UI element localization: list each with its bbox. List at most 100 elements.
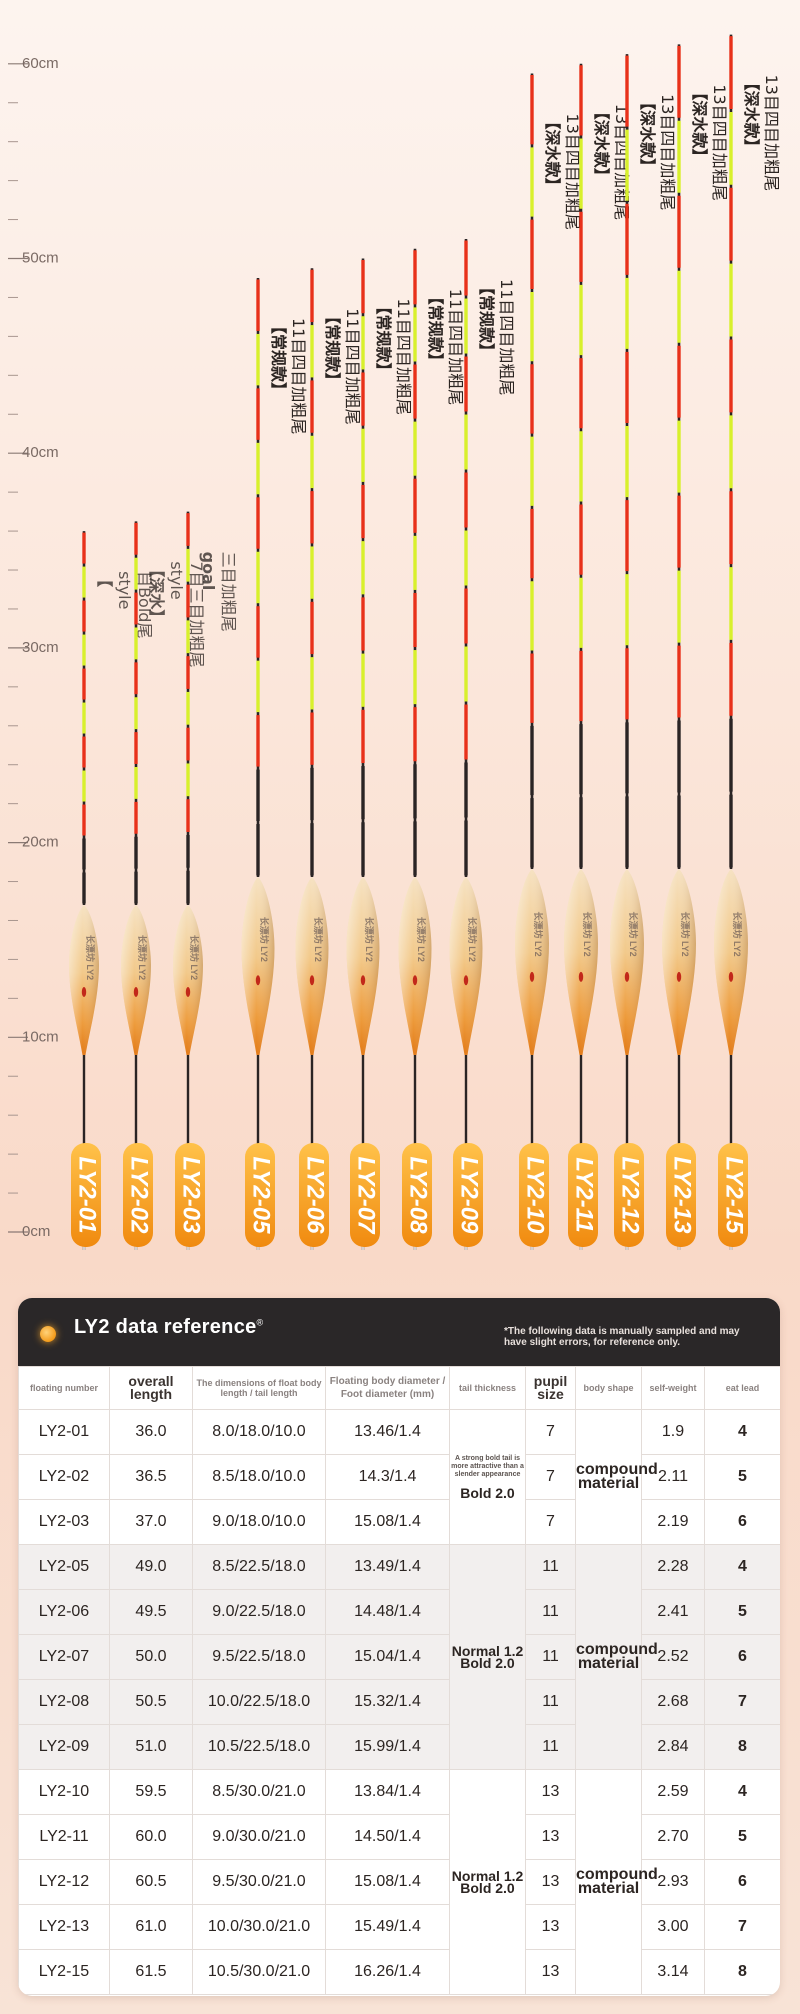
table-row: LY2-05 49.0 8.5/22.5/18.0 13.49/1.4 Normal 1…	[18, 1544, 780, 1770]
model-tag	[453, 1143, 483, 1247]
card-header: LY2 data reference® *The following data …	[18, 1298, 780, 1366]
float-body-brand: 长漂坊 LY2	[628, 912, 639, 957]
float-body-brand: 长漂坊 LY2	[259, 917, 270, 962]
cell-lead: 8	[704, 1724, 780, 1770]
float-caption-line: goal	[199, 552, 218, 591]
float-caption-line: 11目四目加粗尾	[289, 318, 308, 434]
table-header-row: floating number overall length The dimen…	[18, 1366, 780, 1410]
cell-length: 49.0	[109, 1544, 193, 1590]
model-tag	[71, 1143, 101, 1247]
float-body-shine	[121, 905, 151, 1055]
cell-number: LY2-07	[18, 1634, 110, 1680]
cell-lead: 8	[704, 1949, 780, 1995]
float-caption-line: 【深水款】	[742, 75, 761, 155]
cell-body-shape: compound material	[575, 1544, 658, 1770]
float-ly2-10: 长漂坊 LY2 【深水款】 13目四目加粗尾 LY2-10	[515, 73, 582, 1250]
header-floating-number: floating number	[18, 1366, 110, 1410]
height-ruler: 60cm 50cm 40cm 30cm 20cm 10cm 0cm	[8, 55, 59, 1240]
float-ly2-12: 长漂坊 LY2 【深水款】 13目四目加粗尾 LY2-12	[610, 54, 677, 1250]
float-caption-line: 【深水款】	[592, 104, 611, 184]
table-row: LY2-12 60.5 9.5/30.0/21.0 15.08/1.4 13 2.93 6	[18, 1859, 780, 1905]
float-caption-line: 【深水款】	[543, 114, 562, 194]
float-body-mark	[676, 971, 682, 982]
cell-length: 36.5	[109, 1454, 193, 1500]
cell-tail-thickness: Normal 1.2 Bold 2.0	[449, 1544, 526, 1770]
float-body-mark	[624, 971, 630, 982]
cell-diameter: 15.32/1.4	[325, 1679, 450, 1725]
table-row: LY2-13 61.0 10.0/30.0/21.0 15.49/1.4 13 3.00 7	[18, 1904, 780, 1950]
cell-lead: 4	[704, 1769, 780, 1815]
cell-number: LY2-15	[18, 1949, 110, 1995]
cell-number: LY2-10	[18, 1769, 110, 1815]
cell-diameter: 15.08/1.4	[325, 1859, 450, 1905]
cell-dimensions: 9.5/30.0/21.0	[192, 1859, 326, 1905]
float-caption-line: 三目加粗尾	[219, 552, 238, 632]
cell-length: 49.5	[109, 1589, 193, 1635]
cell-pupil: 11	[525, 1544, 576, 1590]
float-caption-line: 13目四目加粗尾	[710, 84, 729, 200]
cell-number: LY2-03	[18, 1499, 110, 1545]
ruler-label: 60cm	[22, 55, 59, 72]
table-row: LY2-08 50.5 10.0/22.5/18.0 15.32/1.4 11 2.68 7	[18, 1679, 780, 1725]
header-eat-lead: eat lead	[704, 1366, 780, 1410]
float-body-brand: 长漂坊 LY2	[533, 912, 544, 957]
float-body-mark	[81, 987, 87, 997]
cell-pupil: 13	[525, 1769, 576, 1815]
cell-number: LY2-02	[18, 1454, 110, 1500]
model-tag-label: LY2-15	[721, 1157, 748, 1235]
float-body-brand: 长漂坊 LY2	[313, 917, 324, 962]
cell-length: 50.5	[109, 1679, 193, 1725]
float-caption-line: 【深水款】	[638, 94, 657, 174]
float-body-brand: 长漂坊 LY2	[137, 935, 148, 980]
cell-weight: 1.9	[641, 1409, 705, 1455]
cell-diameter: 15.49/1.4	[325, 1904, 450, 1950]
float-ly2-08: 长漂坊 LY2 【常规款】 11目四目加粗尾 LY2-08	[398, 248, 465, 1250]
float-body-brand: 长漂坊 LY2	[189, 935, 200, 980]
float-body-brand: 长漂坊 LY2	[364, 917, 375, 962]
tail-value: Bold 2.0	[460, 1485, 515, 1501]
cell-weight: 2.52	[641, 1634, 705, 1680]
float-body-mark	[412, 975, 418, 986]
float-caption-line: 13目四目加粗尾	[762, 75, 781, 191]
cell-tail-thickness: A strong bold tail is more attractive th…	[449, 1409, 526, 1545]
cell-weight: 2.19	[641, 1499, 705, 1545]
card-title: LY2 data reference®	[74, 1316, 263, 1339]
cell-weight: 2.70	[641, 1814, 705, 1860]
cell-pupil: 11	[525, 1679, 576, 1725]
cell-weight: 2.59	[641, 1769, 705, 1815]
float-ly2-13: 长漂坊 LY2 【深水款】 13目四目加粗尾 LY2-13	[662, 44, 729, 1250]
table-row: LY2-09 51.0 10.5/22.5/18.0 15.99/1.4 11 2.84 8	[18, 1724, 780, 1770]
cell-dimensions: 8.5/30.0/21.0	[192, 1769, 326, 1815]
cell-weight: 2.41	[641, 1589, 705, 1635]
float-body-mark	[728, 971, 734, 982]
float-caption-line: 7目三目加粗尾	[187, 561, 206, 667]
cell-length: 60.5	[109, 1859, 193, 1905]
model-tag-label: LY2-12	[617, 1157, 644, 1235]
cell-number: LY2-06	[18, 1589, 110, 1635]
ruler-label: 40cm	[22, 444, 59, 461]
cell-dimensions: 8.0/18.0/10.0	[192, 1409, 326, 1455]
float-body-shine	[295, 877, 329, 1055]
floats-comparison-panel: 60cm 50cm 40cm 30cm 20cm 10cm 0cm 长漂坊 LY2 【style…	[8, 34, 781, 1250]
model-tag	[299, 1143, 329, 1247]
cell-lead: 6	[704, 1859, 780, 1905]
cell-number: LY2-09	[18, 1724, 110, 1770]
table-row: LY2-10 59.5 8.5/30.0/21.0 13.84/1.4 Normal 1…	[18, 1769, 780, 1995]
ruler-label: 20cm	[22, 834, 59, 851]
float-ly2-15: 长漂坊 LY2 【深水款】 13目四目加粗尾 LY2-15	[714, 34, 781, 1250]
float-caption-line: 【常规款】	[426, 289, 445, 369]
ruler-label: 30cm	[22, 639, 59, 656]
table-body: LY2-01 36.0 8.0/18.0/10.0 13.46/1.4 A strong…	[18, 1409, 780, 1995]
cell-pupil: 13	[525, 1904, 576, 1950]
float-caption-line: 11目四目加粗尾	[446, 289, 465, 405]
float-body-shine	[346, 877, 380, 1055]
cell-number: LY2-01	[18, 1409, 110, 1455]
model-tag-label: LY2-08	[405, 1157, 432, 1235]
cell-length: 59.5	[109, 1769, 193, 1815]
cell-length: 37.0	[109, 1499, 193, 1545]
cell-number: LY2-11	[18, 1814, 110, 1860]
header-overall-length: overall length	[109, 1366, 193, 1410]
cell-number: LY2-08	[18, 1679, 110, 1725]
